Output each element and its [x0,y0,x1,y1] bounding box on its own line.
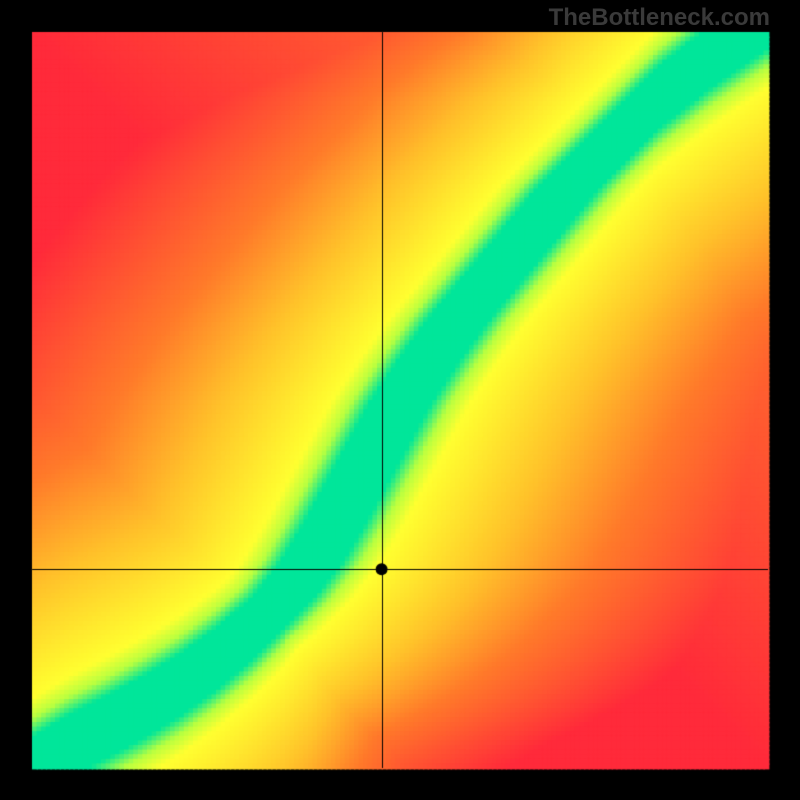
watermark-text: TheBottleneck.com [549,4,770,32]
chart-container: { "watermark": { "text": "TheBottleneck.… [0,0,800,800]
crosshair-overlay [0,0,800,800]
